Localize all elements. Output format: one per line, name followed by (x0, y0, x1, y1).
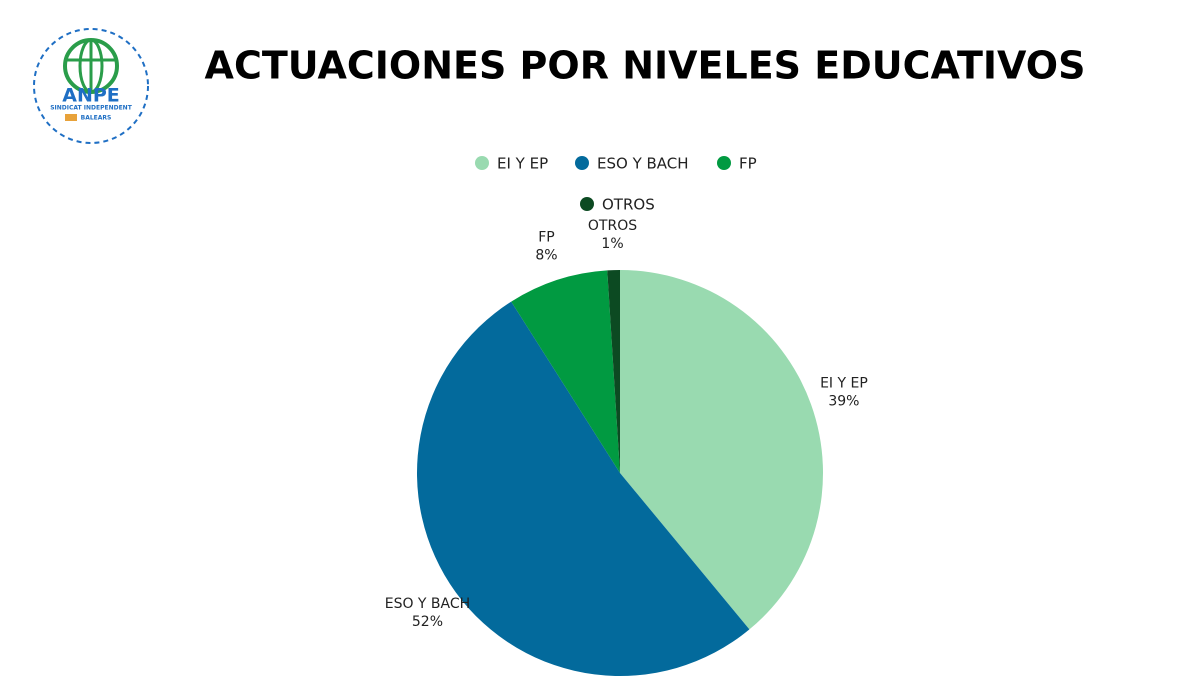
chart-title: ACTUACIONES POR NIVELES EDUCATIVOS (205, 44, 1086, 88)
data-label-value: 39% (828, 393, 859, 409)
logo-region: BALEARS (81, 115, 112, 122)
legend-label: ESO Y BACH (597, 155, 689, 173)
legend-swatch (717, 156, 731, 170)
pie-slice (607, 270, 620, 473)
legend-label: FP (739, 155, 757, 173)
logo-subtitle: SINDICAT INDEPENDENT (50, 105, 133, 112)
data-label-name: ESO Y BACH (385, 596, 470, 612)
legend-swatch (580, 197, 594, 211)
logo-flag (65, 114, 77, 121)
pie-slice (511, 270, 620, 473)
data-label-value: 1% (601, 236, 623, 252)
data-label-name: OTROS (588, 218, 637, 234)
legend-swatch (575, 156, 589, 170)
pie-slice (620, 270, 823, 630)
pie-slice (416, 301, 750, 677)
data-label-name: EI Y EP (820, 375, 868, 391)
legend-swatch (475, 156, 489, 170)
data-label-value: 52% (412, 614, 443, 630)
legend-label: OTROS (602, 196, 655, 214)
data-label-name: FP (538, 230, 555, 246)
logo: ANPE SINDICAT INDEPENDENT BALEARS (33, 28, 149, 144)
legend-label: EI Y EP (497, 155, 548, 173)
logo-border (33, 28, 149, 144)
data-label-value: 8% (535, 248, 557, 264)
logo-name: ANPE (62, 85, 120, 107)
